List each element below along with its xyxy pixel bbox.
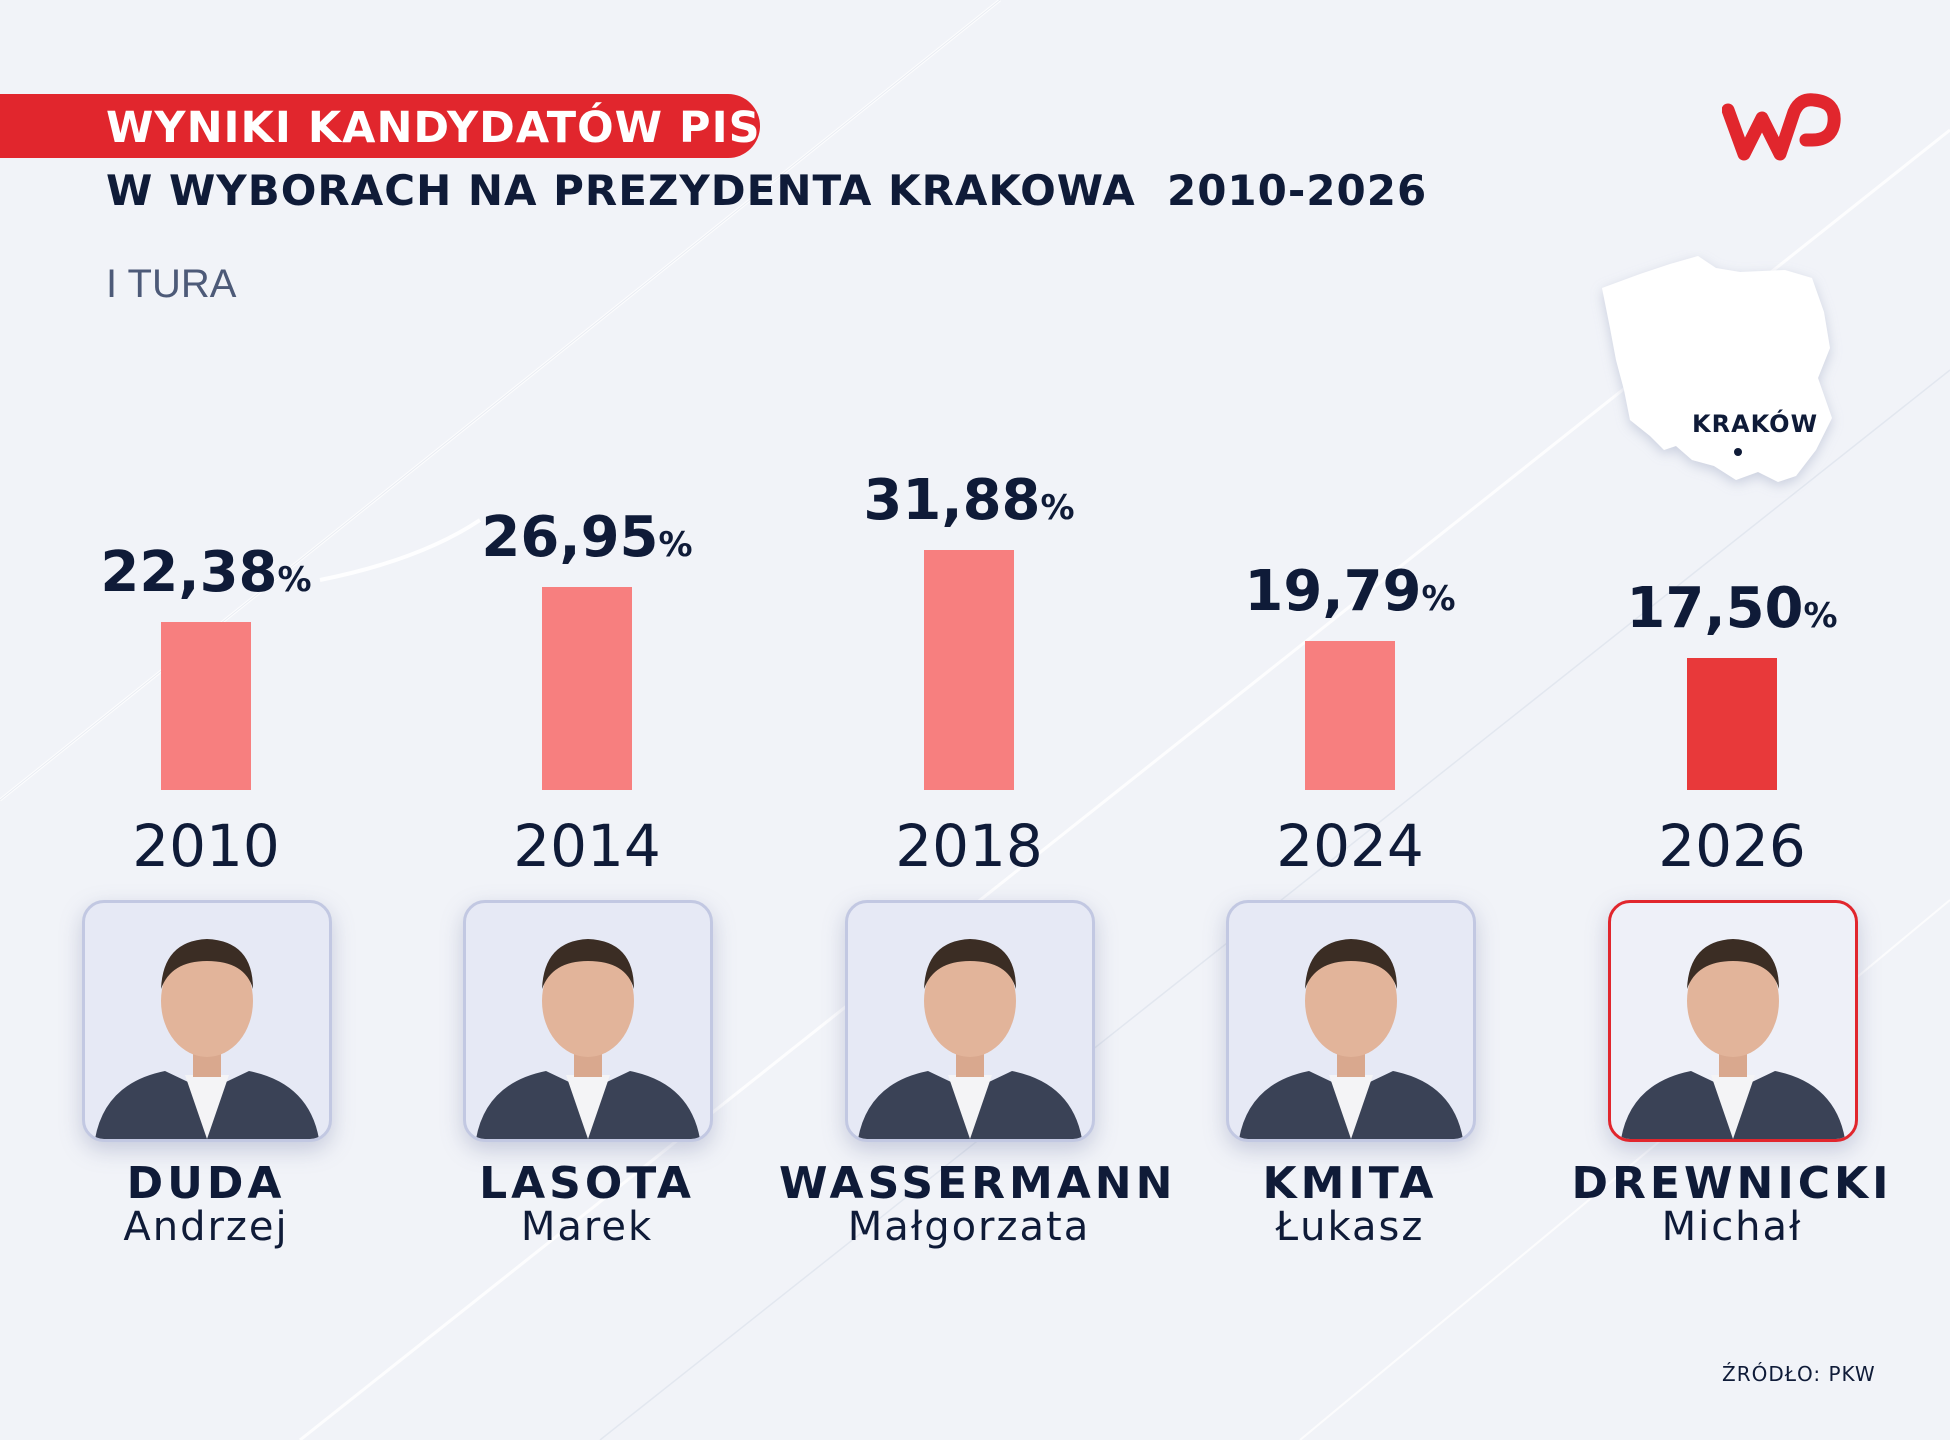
poland-map-icon — [1602, 256, 1832, 482]
title-banner — [0, 94, 760, 158]
candidate-photo-icon — [82, 900, 332, 1142]
data-label-unit: % — [1040, 488, 1075, 528]
bar — [161, 622, 251, 790]
data-label-number: 19,79 — [1244, 559, 1422, 624]
chart-title: WYNIKI KANDYDATÓW PIS — [106, 103, 761, 153]
data-label-unit: % — [658, 525, 693, 565]
data-label-number: 17,50 — [1626, 576, 1804, 641]
person-silhouette-icon — [1621, 939, 1845, 1139]
data-label-number: 22,38 — [100, 540, 278, 605]
x-tick-label: 2018 — [895, 812, 1043, 880]
source-note: ŹRÓDŁO: PKW — [1722, 1362, 1876, 1386]
candidate-photo-icon — [1226, 900, 1476, 1142]
data-label-number: 31,88 — [863, 468, 1041, 533]
candidate-first-name: Marek — [520, 1204, 654, 1250]
data-label-unit: % — [1803, 596, 1838, 636]
bar — [542, 587, 632, 790]
person-silhouette-icon — [1239, 939, 1463, 1139]
data-label: 26,95% — [437, 505, 737, 570]
candidate-photo-icon — [1608, 900, 1858, 1142]
bar — [1687, 658, 1777, 790]
candidate-first-name: Michał — [1661, 1204, 1803, 1250]
candidate-photo-icon — [463, 900, 713, 1142]
person-silhouette-icon — [95, 939, 319, 1139]
x-tick-label: 2010 — [132, 812, 280, 880]
candidate-first-name: Małgorzata — [847, 1204, 1091, 1250]
candidate-surname: KMITA — [1262, 1158, 1438, 1209]
data-label-unit: % — [1421, 579, 1456, 619]
data-label: 17,50% — [1582, 576, 1882, 641]
chart-title-line2: W WYBORACH NA PREZYDENTA KRAKOWA 2010-20… — [106, 166, 1428, 215]
candidate-surname: DUDA — [126, 1158, 286, 1209]
wp-logo-icon — [1722, 93, 1841, 161]
bar — [924, 550, 1014, 790]
candidate-surname: WASSERMANN — [779, 1158, 1177, 1209]
map-city-marker — [1734, 448, 1742, 456]
data-label: 19,79% — [1200, 559, 1500, 624]
candidate-surname: LASOTA — [479, 1158, 695, 1209]
data-label-unit: % — [277, 560, 312, 600]
x-tick-label: 2014 — [513, 812, 661, 880]
candidate-first-name: Andrzej — [123, 1204, 289, 1250]
person-silhouette-icon — [476, 939, 700, 1139]
person-silhouette-icon — [858, 939, 1082, 1139]
bar — [1305, 641, 1395, 790]
x-tick-label: 2024 — [1276, 812, 1424, 880]
candidate-photo-icon — [845, 900, 1095, 1142]
data-label-number: 26,95 — [481, 505, 659, 570]
map-city-label: KRAKÓW — [1692, 410, 1819, 438]
chart-subtitle: I TURA — [106, 262, 237, 306]
data-label: 22,38% — [56, 540, 356, 605]
x-tick-label: 2026 — [1658, 812, 1806, 880]
data-label: 31,88% — [819, 468, 1119, 533]
candidate-first-name: Łukasz — [1275, 1204, 1425, 1250]
candidate-surname: DREWNICKI — [1571, 1158, 1893, 1209]
